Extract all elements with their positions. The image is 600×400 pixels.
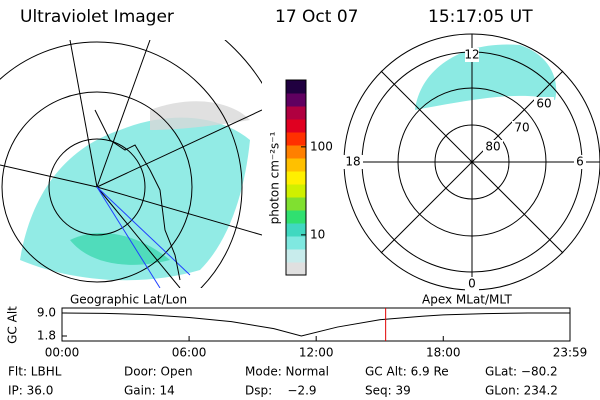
colorbar-frame	[285, 79, 307, 276]
lat-label: 70	[514, 121, 529, 135]
footer: Flt: LBHL Door: Open Mode: Normal GC Alt: 6…	[8, 365, 558, 398]
lat-label: 60	[536, 97, 551, 111]
colorbar-swatch	[286, 132, 306, 146]
y-tick-label: 9.0	[37, 306, 56, 320]
mlt-image: 12 18 6 0 80 70 60	[343, 33, 600, 291]
geo-image	[0, 40, 262, 288]
status-field: Dsp: −2.9	[245, 384, 317, 398]
date: 17 Oct 07	[275, 7, 358, 27]
left-panel-label: Geographic Lat/Lon	[70, 293, 187, 307]
colorbar-tick-label: 10	[310, 227, 325, 241]
status-field: GLat: −80.2	[485, 365, 558, 379]
right-panel-label: Apex MLat/MLT	[422, 293, 512, 307]
mlt-label: 12	[464, 48, 479, 62]
time: 15:17:05 UT	[428, 7, 533, 27]
colorbar-swatch	[286, 236, 306, 250]
x-tick-label: 23:59	[553, 346, 588, 360]
status-field: GC Alt: 6.9 Re	[365, 365, 449, 379]
status-field: Mode: Normal	[245, 365, 329, 379]
x-tick-label: 12:00	[299, 346, 334, 360]
title: Ultraviolet Imager	[20, 7, 174, 27]
colorbar-swatch	[286, 223, 306, 237]
colorbar-swatch	[286, 106, 306, 120]
x-tick-label: 06:00	[172, 346, 207, 360]
y-tick-label: 1.8	[37, 329, 56, 343]
status-field: IP: 36.0	[8, 384, 53, 398]
colorbar-swatch	[286, 80, 306, 94]
colorbar-swatch	[286, 184, 306, 198]
mlt-label: 18	[345, 155, 360, 169]
colorbar-swatch	[286, 158, 306, 172]
mlt-label: 0	[468, 277, 476, 291]
status-field: Gain: 14	[124, 384, 175, 398]
colorbar-swatch	[286, 93, 306, 107]
y-axis-label: GC Alt	[6, 306, 20, 344]
colorbar-swatch	[286, 171, 306, 185]
colorbar-tick-label: 100	[310, 139, 333, 153]
colorbar-swatch	[286, 119, 306, 133]
x-tick-label: 00:00	[45, 346, 80, 360]
colorbar-label: photon cm⁻²s⁻¹	[268, 131, 282, 224]
status-field: Door: Open	[124, 365, 193, 379]
colorbar-swatch	[286, 262, 306, 276]
status-field: Seq: 39	[365, 384, 411, 398]
altitude-line	[61, 312, 570, 337]
altitude-plot: 9.0 1.8 00:00 06:00 12:00 18:00 23:59	[37, 306, 587, 360]
status-field: GLon: 234.2	[485, 384, 558, 398]
colorbar-swatch	[286, 197, 306, 211]
colorbar-swatch	[286, 249, 306, 263]
lat-label: 80	[485, 140, 500, 154]
colorbar-swatch	[286, 210, 306, 224]
x-tick-label: 18:00	[426, 346, 461, 360]
status-field: Flt: LBHL	[8, 365, 62, 379]
mlt-label: 6	[576, 155, 584, 169]
colorbar: 10 100	[285, 79, 333, 276]
colorbar-swatch	[286, 145, 306, 159]
